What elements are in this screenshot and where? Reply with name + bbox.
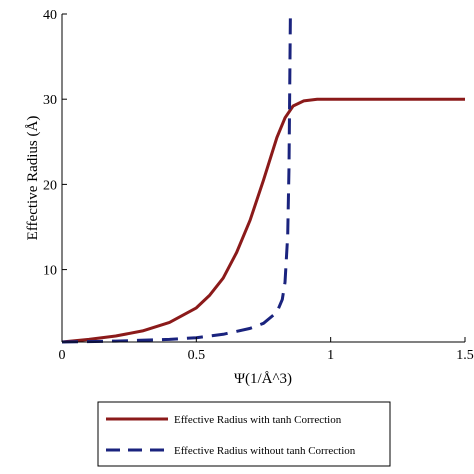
- x-axis-title: Ψ(1/Å^3): [234, 371, 292, 387]
- y-tick-label: 10: [43, 264, 57, 279]
- x-tick-label: 1.5: [456, 348, 474, 363]
- x-tick-label: 0: [59, 348, 66, 363]
- x-tick-label: 1: [327, 348, 334, 363]
- plot-area: [61, 13, 465, 344]
- series-line-with-tanh: [61, 97, 465, 344]
- series-line-without-tanh: [61, 13, 292, 344]
- legend-label-without-tanh: Effective Radius without tanh Correction: [174, 445, 356, 457]
- tick-marks: 0 0.5 1 1.5 10 20 30 40: [43, 8, 474, 363]
- axes: [61, 14, 465, 343]
- legend-label-with-tanh: Effective Radius with tanh Correction: [174, 414, 342, 426]
- y-axis-title: Effective Radius (Å): [25, 116, 41, 241]
- y-tick-label: 30: [43, 93, 57, 108]
- legend-box: [97, 401, 391, 467]
- y-tick-label: 40: [43, 8, 57, 23]
- legend: Effective Radius with tanh Correction Ef…: [97, 401, 391, 467]
- y-tick-label: 20: [43, 178, 57, 193]
- x-tick-label: 0.5: [188, 348, 206, 363]
